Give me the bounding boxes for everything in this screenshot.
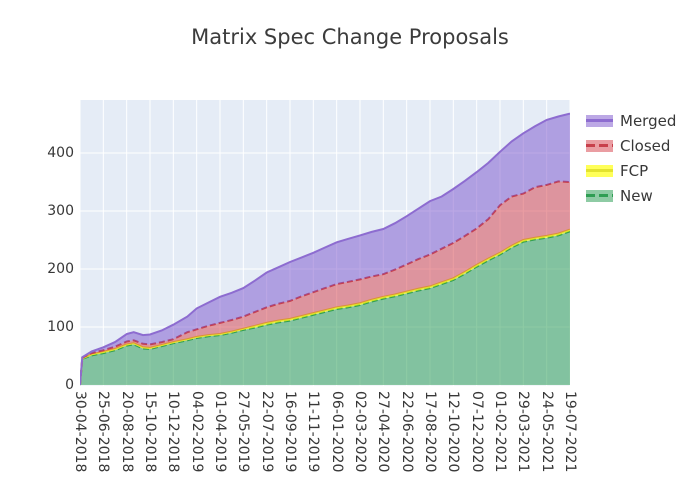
- x-tick-label: 29-03-2021: [515, 391, 532, 473]
- x-tick-label: 02-03-2020: [352, 391, 368, 473]
- x-tick-label: 01-04-2019: [212, 391, 228, 473]
- x-tick-label: 24-05-2021: [538, 391, 555, 473]
- x-tick-label: 27-05-2019: [235, 391, 252, 473]
- legend-swatch-new: [586, 189, 613, 202]
- y-tick-label: 300: [47, 202, 74, 219]
- legend-line-new: [586, 194, 613, 197]
- x-tick-label: 17-08-2020: [422, 391, 438, 473]
- x-tick-label: 20-08-2018: [118, 391, 135, 473]
- legend-line-closed: [586, 144, 613, 147]
- legend-swatch-fcp: [586, 164, 613, 177]
- area-closed: [80, 181, 570, 385]
- legend-label-new: New: [620, 186, 653, 205]
- x-tick-label: 10-12-2018: [165, 391, 182, 473]
- x-tick-label: 15-10-2018: [142, 391, 158, 473]
- legend-item-closed[interactable]: Closed: [586, 133, 676, 158]
- legend-swatch-closed: [586, 139, 613, 152]
- y-tick-label: 400: [47, 144, 74, 161]
- legend: Merged Closed FCP New: [586, 108, 676, 208]
- legend-line-fcp: [586, 169, 613, 172]
- legend-item-merged[interactable]: Merged: [586, 108, 676, 133]
- legend-label-closed: Closed: [620, 136, 671, 155]
- area-merged: [80, 113, 570, 385]
- area-new: [80, 231, 570, 385]
- x-tick-label: 25-06-2018: [95, 391, 112, 473]
- y-tick-label: 0: [65, 376, 74, 393]
- x-tick-label: 11-11-2019: [305, 391, 322, 473]
- x-tick-label: 07-12-2020: [468, 391, 485, 473]
- legend-item-new[interactable]: New: [586, 183, 676, 208]
- x-tick-label: 30-04-2018: [72, 391, 88, 473]
- x-tick-label: 22-07-2019: [258, 391, 275, 473]
- legend-item-fcp[interactable]: FCP: [586, 158, 676, 183]
- x-tick-label: 22-06-2020: [398, 391, 415, 473]
- x-tick-label: 19-07-2021: [562, 391, 578, 473]
- x-tick-label: 27-04-2020: [375, 391, 392, 473]
- legend-line-merged: [586, 119, 613, 122]
- line-merged: [80, 112, 570, 386]
- x-tick-label: 06-01-2020: [328, 391, 345, 473]
- y-tick-label: 100: [47, 318, 74, 335]
- legend-swatch-merged: [586, 114, 613, 127]
- legend-label-merged: Merged: [620, 111, 677, 130]
- legend-label-fcp: FCP: [620, 161, 649, 180]
- x-tick-label: 01-02-2021: [492, 391, 508, 473]
- x-tick-label: 16-09-2019: [282, 391, 298, 473]
- y-tick-label: 200: [47, 260, 74, 277]
- chart-title: Matrix Spec Change Proposals: [191, 25, 509, 49]
- x-tick-label: 04-02-2019: [188, 391, 205, 473]
- x-tick-label: 12-10-2020: [445, 391, 462, 473]
